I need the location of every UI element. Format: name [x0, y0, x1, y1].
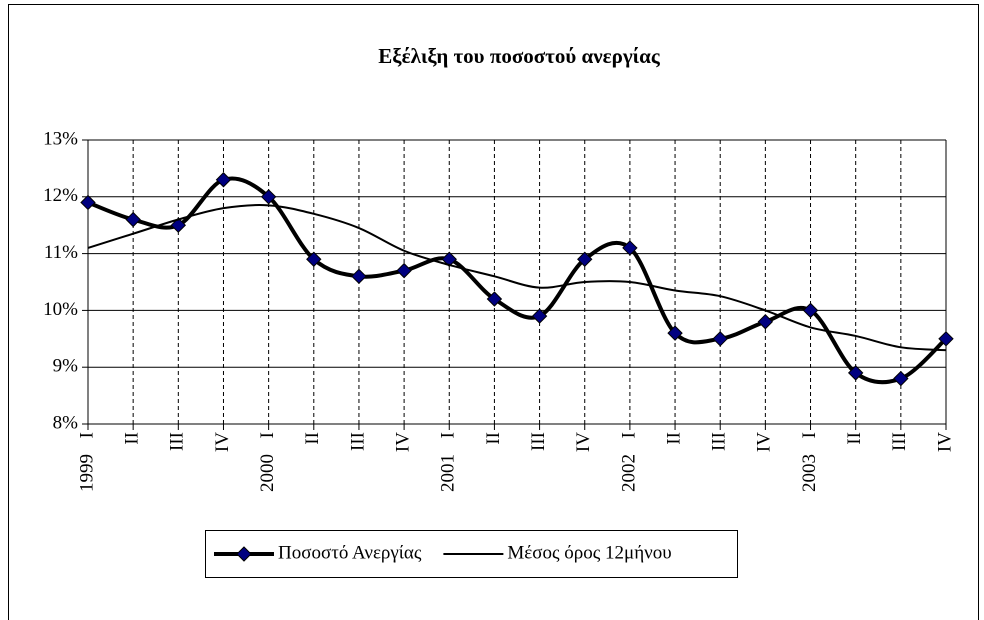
marker [486, 291, 503, 307]
x-tick-label: II [302, 432, 323, 445]
chart-title: Εξέλιξη του ποσοστού ανεργίας [378, 44, 661, 68]
y-tick-label: 12% [43, 185, 78, 206]
marker [215, 172, 232, 188]
x-group-label: 2000 [257, 454, 278, 492]
marker [938, 331, 954, 347]
x-tick-label: III [347, 432, 368, 451]
x-group-label: 2002 [618, 454, 639, 492]
marker [757, 314, 774, 330]
y-tick-label: 11% [44, 242, 78, 263]
marker [170, 217, 187, 233]
marker [667, 325, 683, 341]
marker [441, 251, 457, 267]
x-tick-label: I [618, 432, 639, 438]
x-tick-label: IV [392, 432, 413, 452]
x-tick-label: II [483, 432, 504, 445]
legend-label: Ποσοστό Ανεργίας [278, 542, 422, 563]
marker [80, 194, 96, 211]
x-group-label: 2001 [438, 454, 459, 492]
marker [351, 268, 367, 285]
marker [306, 251, 322, 267]
x-tick-label: I [76, 432, 97, 438]
marker [577, 251, 593, 267]
x-tick-label: I [257, 432, 278, 438]
y-tick-label: 10% [43, 299, 78, 320]
marker [622, 240, 638, 256]
marker [531, 308, 548, 324]
x-group-label: 1999 [76, 454, 97, 492]
x-tick-label: I [799, 432, 820, 438]
series-line [87, 204, 947, 352]
marker [802, 302, 819, 319]
x-tick-label: III [167, 432, 188, 451]
x-tick-label: IV [754, 432, 775, 452]
marker [893, 370, 909, 387]
x-tick-label: III [709, 432, 730, 451]
x-tick-label: IV [934, 432, 955, 452]
x-group-label: 2003 [799, 454, 820, 492]
marker [712, 331, 728, 347]
x-tick-label: III [528, 432, 549, 451]
x-tick-label: III [889, 432, 910, 451]
x-tick-label: II [122, 432, 143, 445]
x-tick-label: IV [573, 432, 594, 452]
legend-label: Μέσος όρος 12μήνου [507, 542, 671, 563]
x-tick-label: II [663, 432, 684, 445]
x-tick-label: IV [212, 432, 233, 452]
x-tick-label: I [438, 432, 459, 438]
marker [847, 365, 864, 381]
marker [396, 262, 412, 279]
legend-marker [236, 546, 252, 562]
x-tick-label: II [844, 432, 865, 445]
y-tick-label: 9% [53, 356, 79, 377]
marker [260, 189, 277, 205]
y-tick-label: 13% [43, 128, 78, 149]
marker [125, 211, 141, 228]
y-tick-label: 8% [53, 412, 79, 433]
